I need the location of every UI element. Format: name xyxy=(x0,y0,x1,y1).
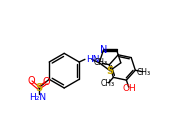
Text: H₂N: H₂N xyxy=(29,93,46,102)
Text: S: S xyxy=(106,66,114,76)
Text: CH₃: CH₃ xyxy=(94,58,108,67)
Text: CH₃: CH₃ xyxy=(101,79,115,88)
Text: CH₃: CH₃ xyxy=(137,68,151,77)
Text: HN: HN xyxy=(87,55,100,64)
Text: S: S xyxy=(35,83,42,93)
Text: OH: OH xyxy=(122,84,136,93)
Text: O: O xyxy=(43,77,50,87)
Text: O: O xyxy=(27,76,35,86)
Text: N: N xyxy=(100,44,107,55)
